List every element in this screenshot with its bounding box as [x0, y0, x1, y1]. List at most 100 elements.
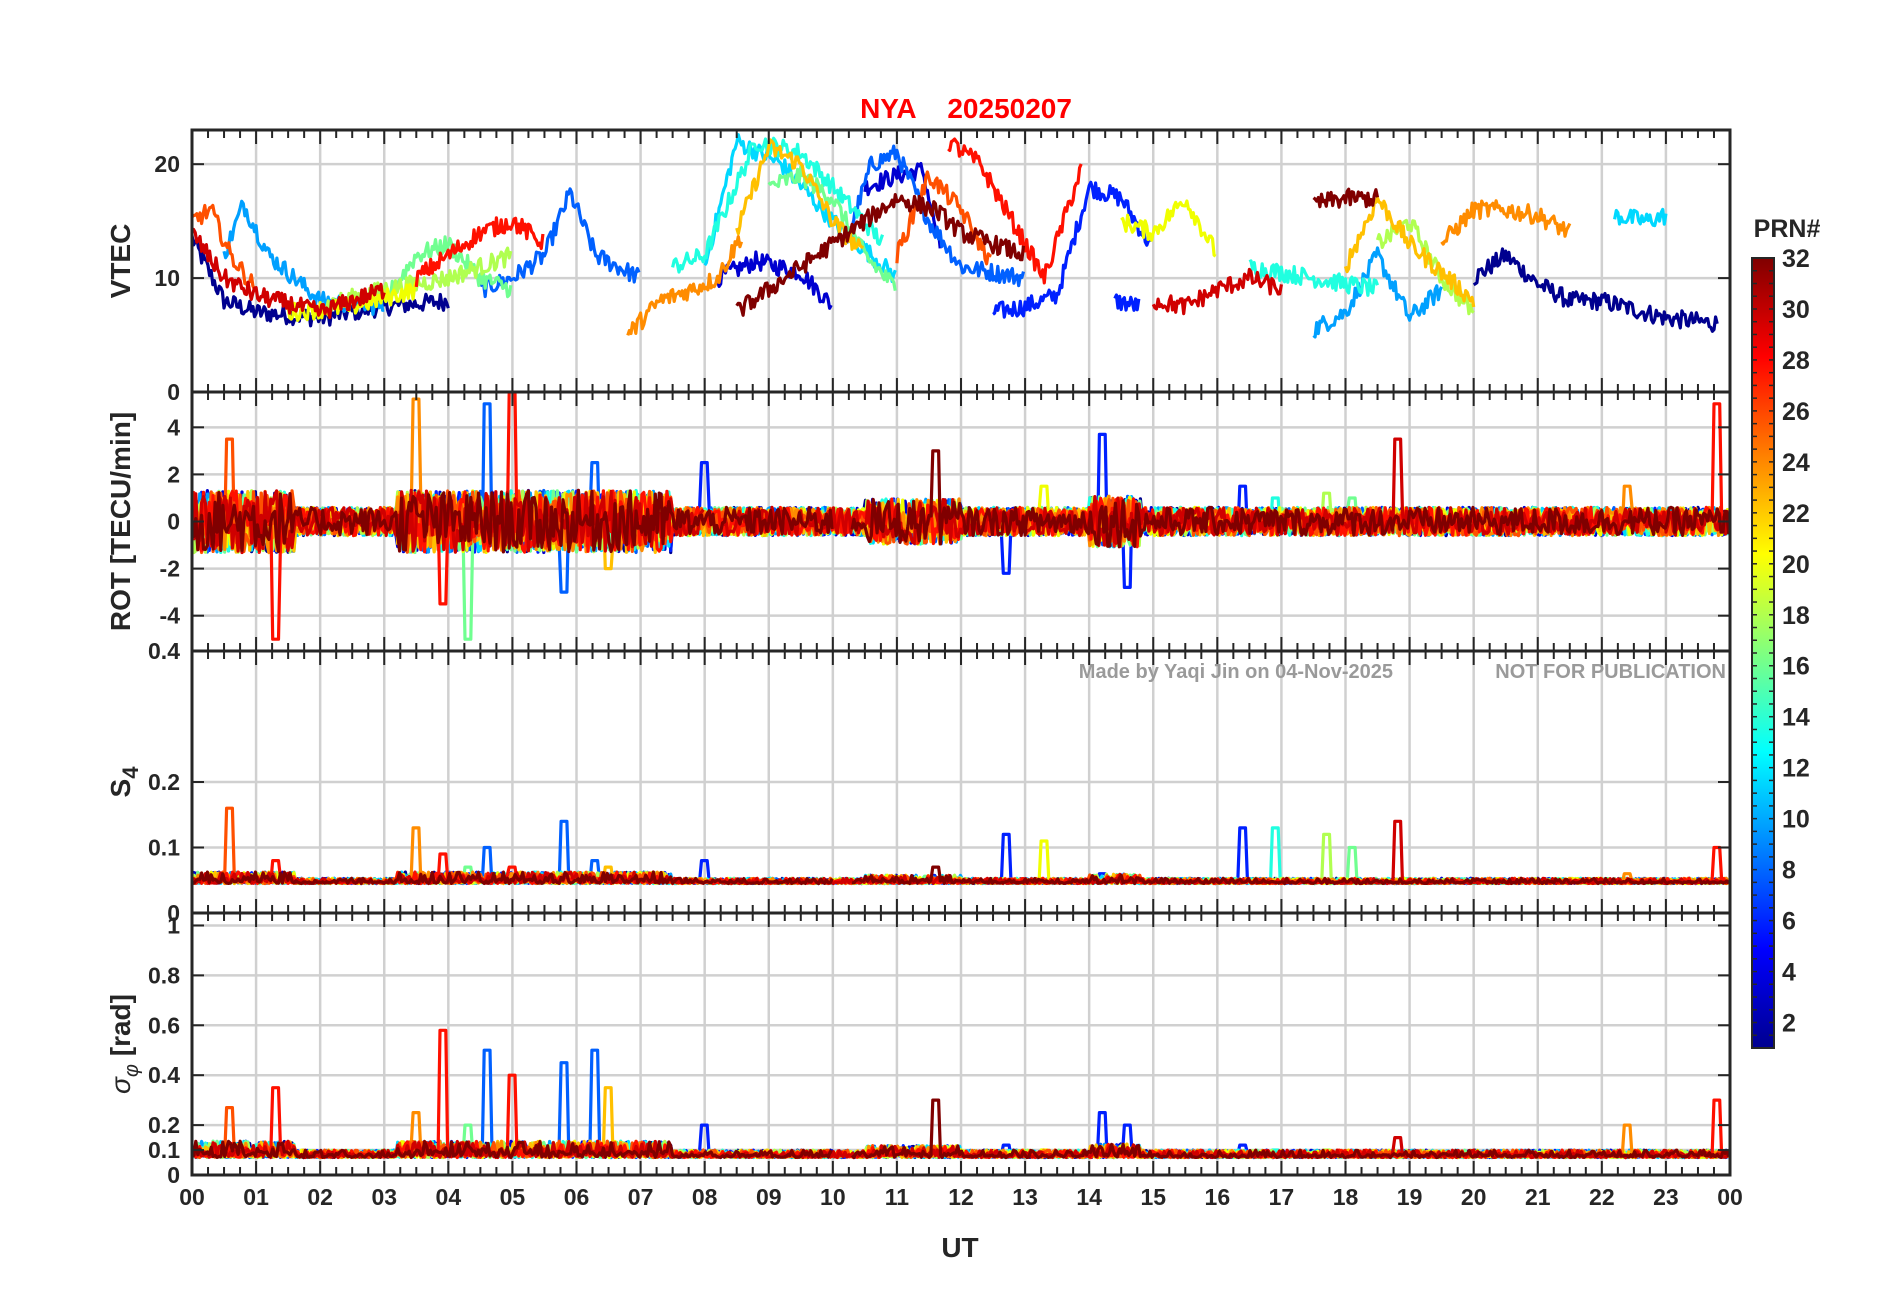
x-tick-label: 16 [1205, 1184, 1231, 1210]
series-line-prn-4 [715, 250, 833, 310]
x-tick-label: 08 [692, 1184, 718, 1210]
x-tick-label: 21 [1525, 1184, 1551, 1210]
colorbar-tick-label: 16 [1782, 653, 1810, 681]
series-line-prn-28 [414, 216, 545, 288]
series-line-prn-8 [844, 144, 1026, 288]
x-tick-label: 19 [1397, 1184, 1423, 1210]
x-tick-label: 18 [1333, 1184, 1359, 1210]
series-line-prn-32 [735, 193, 1026, 317]
y-axis-label-sigma: σφ [rad] [105, 994, 143, 1094]
series-line-prn-8 [478, 187, 641, 299]
x-tick-label: 12 [948, 1184, 974, 1210]
panel-vtec: 0 10 20 VTEC [105, 128, 1732, 405]
x-tick-label: 17 [1269, 1184, 1295, 1210]
series-line-prn-22 [735, 138, 865, 251]
panel-s4: 0 0.1 0.2 0.4 S4 [105, 638, 1732, 926]
series-line-prn-16 [383, 235, 513, 299]
watermark-notice: NOT FOR PUBLICATION [1495, 661, 1726, 683]
x-tick-label: 04 [436, 1184, 462, 1210]
series-line-prn-16 [767, 164, 897, 291]
y-tick-label: -2 [160, 556, 180, 582]
y-tick-label: 0.2 [148, 769, 180, 795]
y-tick-label: 0.8 [148, 962, 180, 988]
x-tick-label: 03 [371, 1184, 397, 1210]
colorbar-tick-label: 2 [1782, 1010, 1796, 1038]
panel-sigma: 00.10.2 0.4 0.6 0.8 1 σφ [rad] [105, 911, 1732, 1188]
series-line-prn-4 [863, 161, 942, 249]
watermark-author: Made by Yaqi Jin on 04-Nov-2025 [1079, 661, 1393, 683]
colorbar-tick-label: 10 [1782, 806, 1810, 834]
colorbar-tick-label: 20 [1782, 551, 1810, 579]
y-tick-label: 0 [167, 900, 180, 926]
x-tick-label: 11 [885, 1184, 910, 1210]
series-line-prn-24 [1440, 199, 1572, 246]
x-tick-label: 15 [1140, 1184, 1166, 1210]
y-tick-label: 0.6 [148, 1012, 180, 1038]
x-tick-label: 14 [1076, 1184, 1102, 1210]
x-tick-label: 23 [1653, 1184, 1679, 1210]
series-line-prn-20 [1120, 199, 1217, 258]
colorbar-label: PRN# [1754, 215, 1821, 243]
series-line-prn-32 [851, 865, 1730, 886]
colorbar-tick-label: 6 [1782, 908, 1796, 936]
x-tick-label: 01 [243, 1184, 269, 1210]
colorbar-tick-label: 24 [1782, 449, 1810, 477]
series-line-prn-8 [192, 402, 898, 594]
colorbar-tick-label: 4 [1782, 959, 1796, 987]
series-line-prn-22 [1343, 196, 1476, 308]
colorbar-tick-label: 32 [1782, 245, 1810, 273]
title-station: NYA [860, 93, 916, 124]
colorbar-tick-label: 22 [1782, 500, 1810, 528]
series-line-prn-2 [1472, 247, 1719, 333]
y-tick-label: 20 [154, 151, 180, 177]
series-group [192, 1028, 1730, 1160]
series-line-prn-32 [1312, 187, 1380, 209]
colorbar-tick-label: 12 [1782, 755, 1810, 783]
series-line-prn-32 [192, 1139, 833, 1160]
x-tick-label: 20 [1461, 1184, 1487, 1210]
y-tick-label: 0.2 [148, 1112, 180, 1138]
y-tick-label: 0.4 [148, 638, 180, 664]
x-tick-label: 07 [628, 1184, 654, 1210]
series-line-prn-10 [1312, 246, 1444, 339]
x-tick-label: 10 [820, 1184, 846, 1210]
colorbar-tick-label: 18 [1782, 602, 1810, 630]
y-tick-label: -4 [160, 603, 181, 629]
series-line-prn-14 [1248, 259, 1380, 297]
series-line-prn-28 [192, 1028, 898, 1160]
series-line-prn-32 [850, 449, 1730, 549]
series-group [192, 806, 1730, 886]
x-axis-label: UT [941, 1232, 978, 1263]
x-tick-label: 00 [179, 1184, 205, 1210]
y-tick-label: 1 [167, 912, 180, 938]
y-tick-label: 0.4 [148, 1062, 180, 1088]
x-tick-label: 22 [1589, 1184, 1615, 1210]
series-line-prn-26 [192, 203, 256, 291]
series-line-prn-2 [192, 235, 450, 328]
series-line-prn-28 [947, 137, 1083, 285]
y-axis-label-rot: ROT [TECU/min] [105, 412, 136, 631]
y-tick-label: 0.1 [148, 835, 180, 861]
x-tick-label: 00 [1717, 1184, 1743, 1210]
series-line-prn-6 [1113, 293, 1141, 312]
y-axis-label-vtec: VTEC [105, 224, 136, 299]
x-tick-label: 05 [500, 1184, 526, 1210]
colorbar-tick-label: 28 [1782, 347, 1810, 375]
series-line-prn-32 [192, 488, 834, 554]
y-tick-label: 0.1 [148, 1137, 180, 1163]
x-tick-label: 13 [1012, 1184, 1038, 1210]
series-group [192, 392, 1730, 641]
y-tick-label: 10 [154, 265, 180, 291]
x-tick-label: 02 [307, 1184, 333, 1210]
series-line-prn-32 [192, 870, 834, 886]
colorbar-tick-label: 14 [1782, 704, 1810, 732]
y-tick-label: 0 [167, 1162, 180, 1188]
series-group [192, 133, 1719, 339]
x-tick-labels: 00 01 02 03 04 05 06 07 08 09 10 11 12 13 14 15 16 17 18 19… [179, 1184, 1743, 1210]
x-tick-label: 09 [756, 1184, 782, 1210]
colorbar-tick-label: 26 [1782, 398, 1810, 426]
colorbar-tick-label: 8 [1782, 857, 1796, 885]
title-date: 20250207 [947, 93, 1072, 124]
series-line-prn-12 [1613, 207, 1668, 228]
